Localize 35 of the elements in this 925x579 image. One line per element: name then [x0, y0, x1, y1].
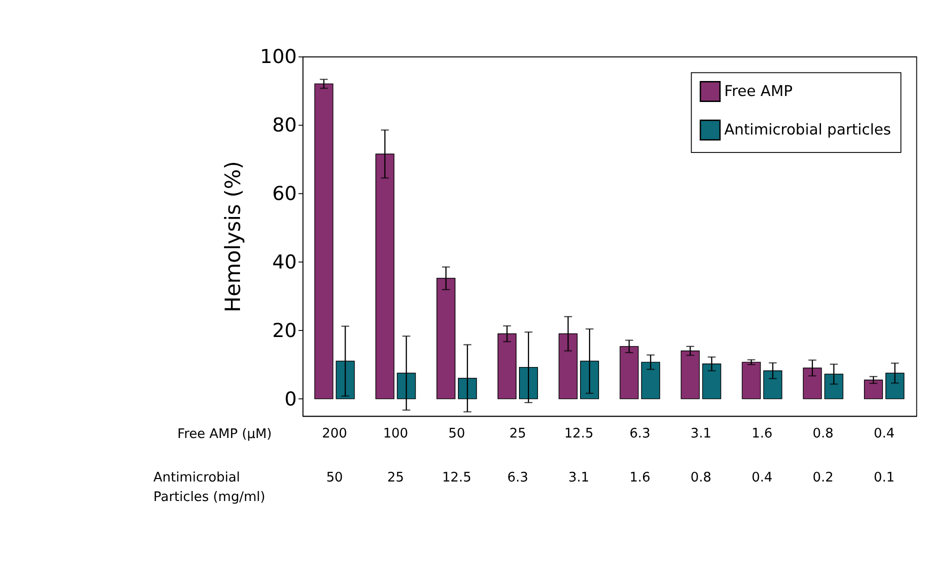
x-tick-label: 3.1 [690, 426, 712, 442]
y-tick-label: 60 [272, 182, 297, 205]
x-tick-label: 200 [322, 426, 348, 442]
x-tick-label: 0.8 [812, 426, 834, 442]
text: 50 [326, 470, 343, 486]
text: 0.2 [812, 470, 834, 486]
text: 25 [387, 470, 404, 486]
text: 0.4 [752, 470, 772, 486]
x-tick-label: 12.5 [564, 426, 594, 442]
bar [314, 83, 334, 400]
text: 0.1 [874, 470, 895, 486]
x-tick-label: 25 [509, 426, 526, 442]
legend-label: Free AMP [724, 82, 793, 100]
x-axis-title: Free AMP (µM) [177, 426, 272, 442]
bar [742, 362, 761, 400]
x-tick-label: 100 [383, 426, 408, 442]
y-axis-title: Hemolysis (%) [220, 160, 245, 312]
legend-label: Antimicrobial particles [724, 120, 892, 138]
y-tick-label: 40 [272, 250, 297, 274]
text: Antimicrobial Particles (mg/ml) [153, 470, 266, 505]
y-tick-label: 20 [272, 318, 297, 342]
y-tick-label: 100 [260, 45, 297, 68]
x-tick-label: 50 [448, 426, 466, 442]
text: 6.3 [507, 470, 528, 486]
x-tick-label: 1.6 [752, 426, 772, 442]
y-tick-label: 0 [284, 387, 297, 410]
x-tick-label: 6.3 [629, 426, 650, 442]
text: 12.5 [442, 470, 472, 486]
text: 3.1 [568, 470, 590, 486]
bar [864, 380, 883, 400]
bar [680, 350, 700, 400]
y-tick-label: 80 [272, 113, 297, 136]
text: 0.8 [690, 470, 712, 486]
text: 1.6 [629, 470, 650, 486]
x-tick-label: 0.4 [874, 426, 895, 442]
